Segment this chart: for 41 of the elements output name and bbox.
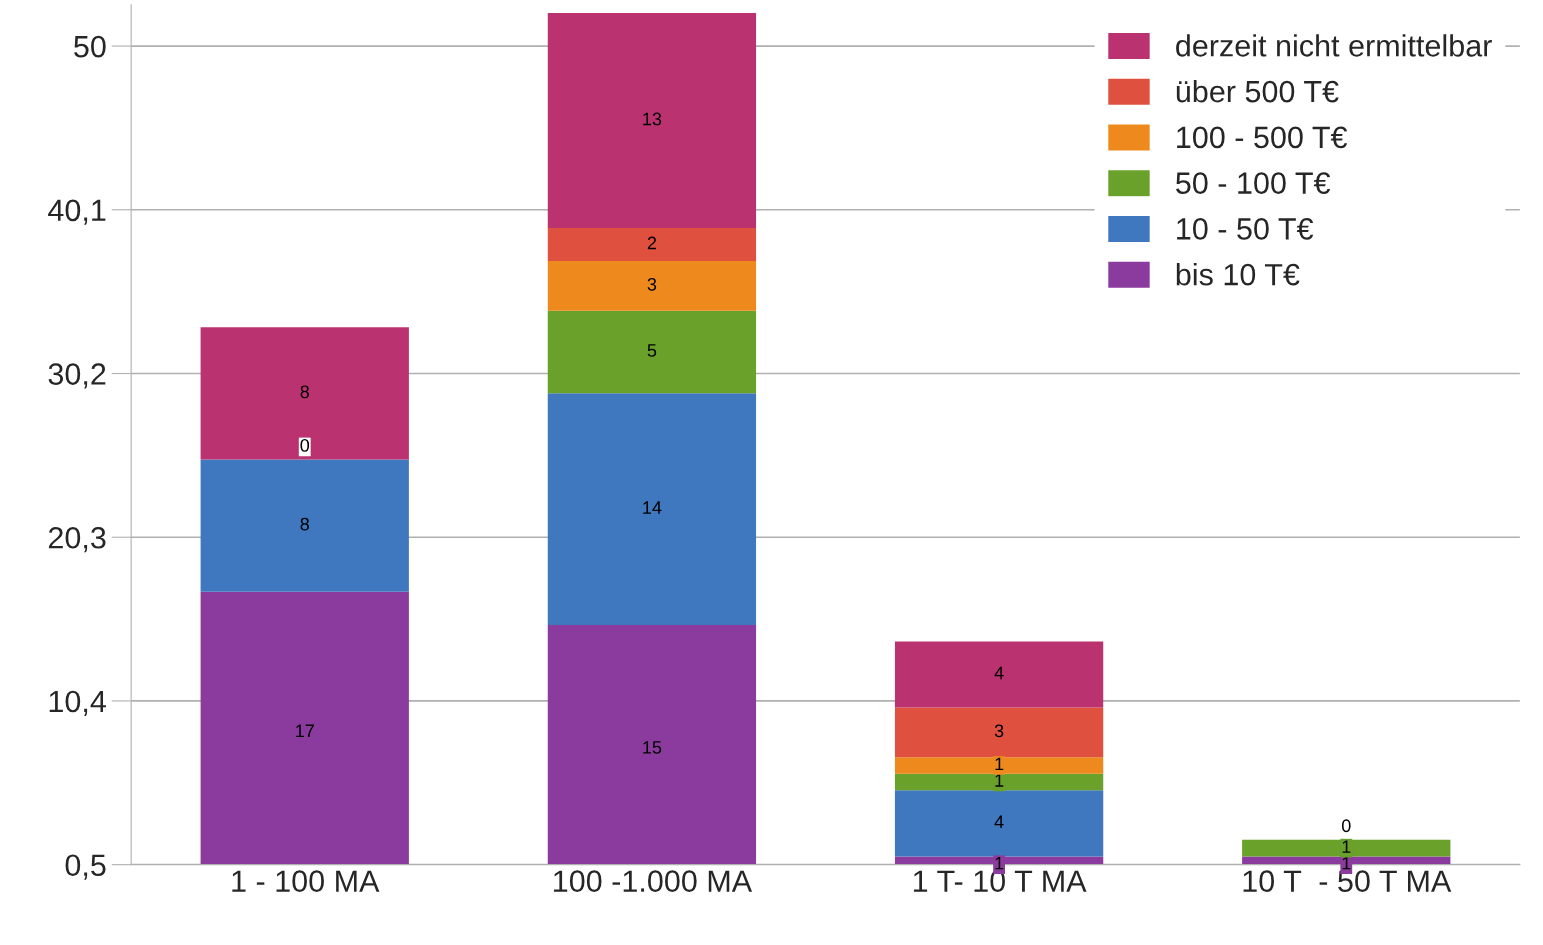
x-tick-label: 1 - 100 MA xyxy=(232,870,380,892)
y-tick-label: 50 xyxy=(74,35,106,58)
y-tick-label: 40,1 xyxy=(48,199,106,225)
data-label: 1 xyxy=(1342,856,1351,870)
data-label: 1 xyxy=(995,757,1004,771)
legend-label: über 500 T€ xyxy=(1176,79,1339,103)
y-tick-label: 30,2 xyxy=(48,363,106,389)
data-label: 17 xyxy=(296,724,314,738)
data-label: 3 xyxy=(647,277,657,291)
bar xyxy=(894,773,1104,791)
legend-label: 50 - 100 T€ xyxy=(1176,172,1331,194)
bar xyxy=(894,641,1104,708)
annotation: 0 xyxy=(300,438,310,452)
bar xyxy=(547,261,757,311)
data-label: 8 xyxy=(300,385,309,399)
data-label: 8 xyxy=(300,517,309,531)
x-tick-label: 100 -1.000 MA xyxy=(554,870,753,892)
data-label: 5 xyxy=(647,344,657,357)
bar xyxy=(547,12,757,228)
y-tick-label: 10,4 xyxy=(49,690,106,716)
data-label: 2 xyxy=(647,236,657,250)
bar xyxy=(547,310,757,394)
bar xyxy=(894,707,1104,758)
data-label: 1 xyxy=(995,774,1004,787)
bar xyxy=(200,327,409,460)
y-tick-label: 0,5 xyxy=(65,854,106,880)
legend-label: bis 10 T€ xyxy=(1176,263,1300,286)
data-label: 3 xyxy=(994,724,1004,738)
data-label: 14 xyxy=(643,501,662,514)
data-label: 1 xyxy=(1342,840,1351,853)
data-label: 4 xyxy=(994,666,1004,680)
bar xyxy=(547,227,757,262)
data-label: 4 xyxy=(994,815,1004,828)
bar xyxy=(894,757,1104,774)
data-label: 13 xyxy=(643,112,662,126)
legend-label: derzeit nicht ermittelbar xyxy=(1176,34,1492,57)
data-label: 15 xyxy=(643,741,662,754)
legend-label: 100 - 500 T€ xyxy=(1177,126,1348,149)
y-tick-label: 20,3 xyxy=(48,526,106,553)
legend-label: 10 - 50 T€ xyxy=(1177,218,1314,240)
annotation: 0 xyxy=(1341,819,1351,833)
